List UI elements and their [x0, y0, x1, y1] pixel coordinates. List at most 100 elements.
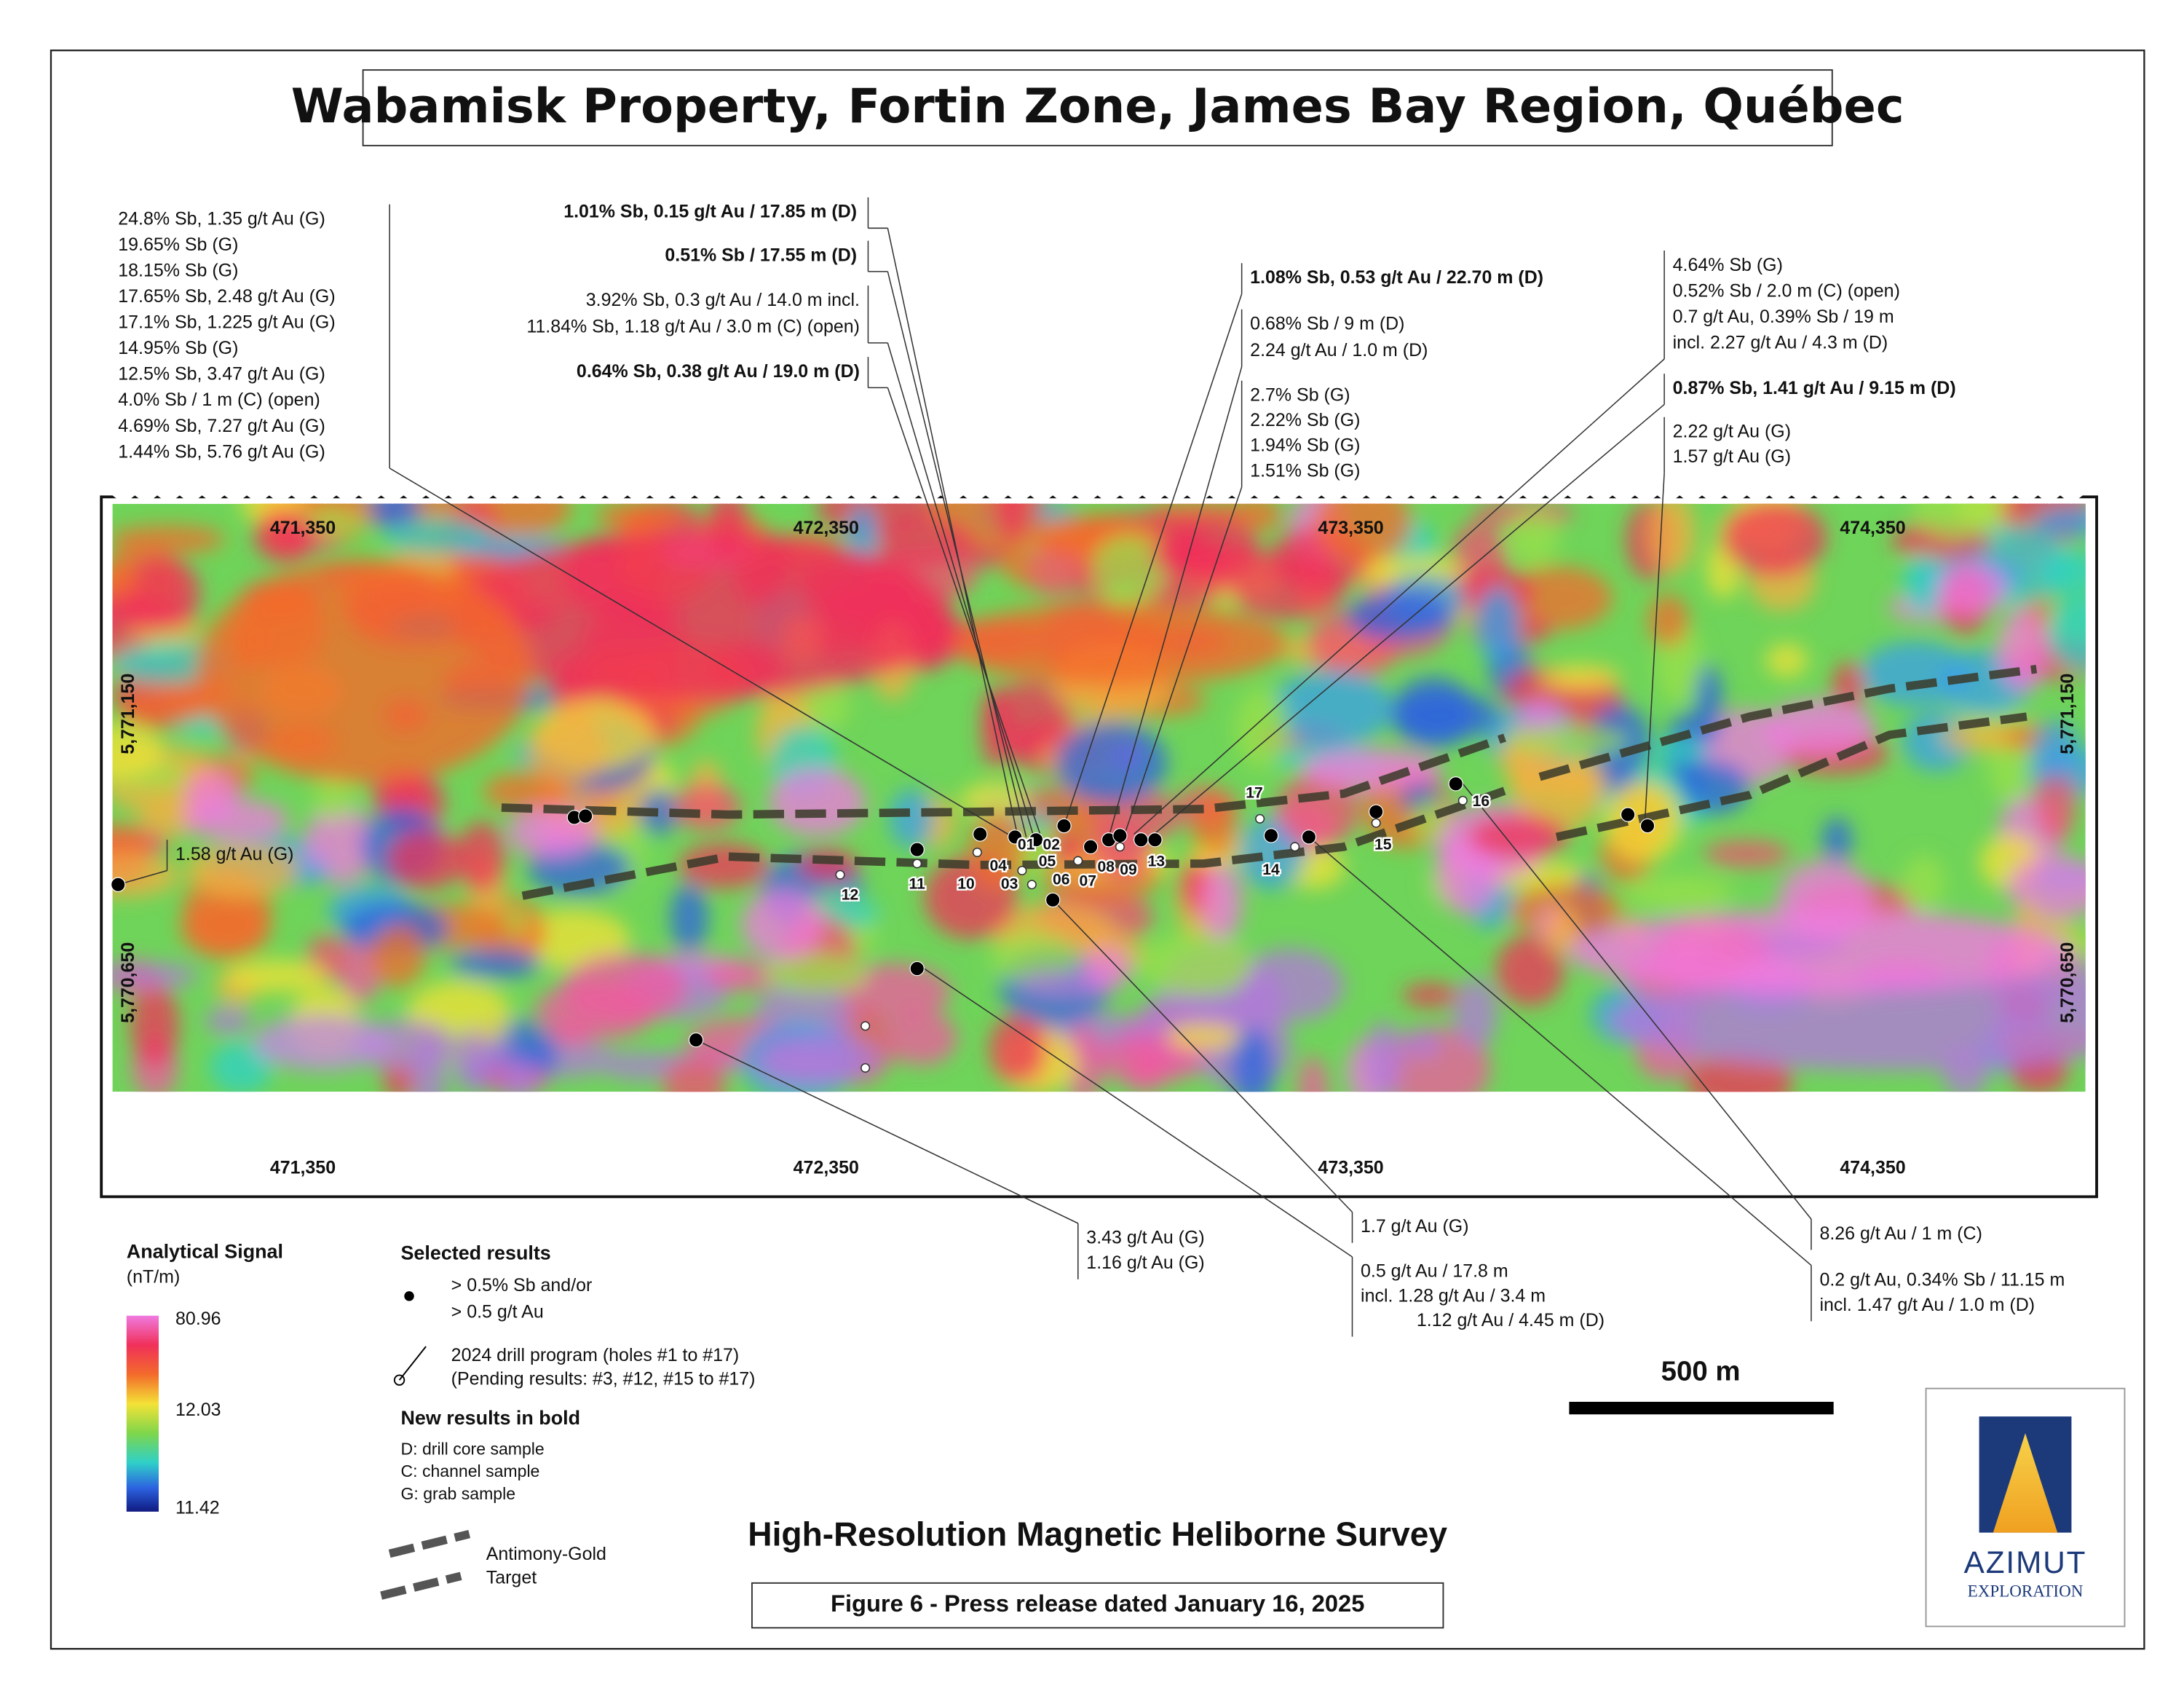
annotation-text: 4.69% Sb, 7.27 g/t Au (G) [118, 416, 325, 436]
anomaly [527, 711, 607, 785]
sample-dot [909, 842, 925, 857]
collar [1115, 842, 1125, 852]
leader [118, 869, 167, 886]
caption: Figure 6 - Press release dated January 1… [831, 1590, 1364, 1617]
sample-dot [1639, 818, 1655, 834]
sample-dot [1620, 807, 1636, 822]
sample-dot [578, 808, 593, 824]
anomaly [1610, 972, 2086, 1071]
sample-dot [1028, 832, 1044, 848]
anomaly [1902, 553, 1944, 615]
anomaly [1270, 670, 1393, 746]
logo-triangle [1993, 1433, 2058, 1533]
leader [887, 387, 1044, 843]
leader [389, 468, 1009, 835]
annotation-text: 1.58 g/t Au (G) [175, 844, 293, 864]
northing-label: 5,771,150 [118, 674, 138, 754]
frame [50, 50, 2145, 1650]
anomaly [1401, 1029, 1444, 1060]
hole-label: 05 [1039, 853, 1056, 870]
anomaly [1505, 725, 1627, 756]
anomaly [1626, 875, 1734, 911]
leader [1133, 358, 1665, 835]
annotation-text: incl. 2.27 g/t Au / 4.3 m (D) [1673, 332, 1888, 352]
hole-label: 12 [842, 887, 859, 904]
anomaly [889, 789, 935, 849]
anomaly [252, 1014, 392, 1071]
hole-label: 02 [1043, 837, 1061, 853]
anomaly [741, 888, 824, 961]
anomalies [112, 503, 2086, 1092]
legend-text: 80.96 [175, 1309, 221, 1329]
legend-text: 12.03 [175, 1400, 221, 1420]
anomaly [1277, 772, 1358, 848]
annotation-text: 0.7 g/t Au, 0.39% Sb / 19 m [1673, 307, 1894, 327]
sample-dot [1056, 818, 1072, 834]
annotation-text: 4.0% Sb / 1 m (C) (open) [118, 390, 320, 410]
anomaly [1230, 1028, 1275, 1092]
anomaly [1912, 503, 2004, 539]
anomaly [1391, 691, 1501, 740]
sample-dot [1263, 828, 1279, 843]
anomaly [1230, 553, 1346, 620]
leader [1063, 293, 1243, 827]
collar [1255, 813, 1265, 824]
hole-label: 08 [1097, 859, 1115, 875]
anomaly [1412, 798, 1447, 840]
survey-title: High-Resolution Magnetic Heliborne Surve… [748, 1515, 1447, 1553]
sample-dot [1301, 829, 1317, 845]
legend-text: (nT/m) [127, 1266, 181, 1287]
anomaly [1082, 947, 1131, 990]
annotation-text: 1.01% Sb, 0.15 g/t Au / 17.85 m (D) [563, 202, 857, 222]
collar [1026, 880, 1037, 890]
sample-dot [1448, 776, 1463, 792]
annotation-text: 14.95% Sb (G) [118, 338, 238, 358]
legend-text: > 0.5 g/t Au [451, 1301, 544, 1322]
annotation-text: 3.43 g/t Au (G) [1086, 1228, 1204, 1248]
anomaly [1139, 933, 1254, 997]
anomaly [459, 821, 505, 893]
easting-label: 472,350 [794, 1158, 859, 1178]
target-line [1555, 712, 2027, 842]
anomaly [997, 503, 1026, 542]
legend-drill [398, 1346, 427, 1381]
anomaly [2032, 719, 2081, 781]
anomaly [1765, 643, 1808, 678]
collar [1073, 856, 1083, 866]
anomaly [672, 784, 741, 830]
anomaly [130, 983, 179, 1067]
target-line [1538, 665, 2038, 781]
anomaly [1567, 910, 2072, 994]
anomaly [705, 961, 786, 992]
anomaly [1763, 700, 1876, 756]
hole-label: 10 [957, 875, 975, 892]
anomaly [1704, 840, 1790, 867]
leader [695, 1039, 1079, 1224]
annotation-text: 1.57 g/t Au (G) [1673, 446, 1791, 467]
annotation-text: 2.24 g/t Au / 1.0 m (D) [1250, 340, 1428, 360]
anomaly [989, 1014, 1045, 1084]
hole-label: 11 [909, 875, 926, 892]
anomaly [1495, 934, 1564, 1006]
anomaly [951, 602, 1289, 686]
map-edge [112, 1092, 2086, 1103]
anomaly [875, 518, 973, 567]
legend-text: D: drill core sample [401, 1439, 545, 1458]
logo-name: AZIMUT [1964, 1545, 2087, 1579]
collar [835, 869, 845, 880]
anomaly [1508, 510, 1559, 565]
legend-text: G: grab sample [401, 1484, 516, 1503]
scale-label: 500 m [1661, 1356, 1741, 1387]
legend-text: > 0.5% Sb and/or [451, 1275, 593, 1295]
annotation-text: 2.22 g/t Au (G) [1673, 422, 1791, 442]
sample-dot [909, 961, 925, 977]
legend-collar [393, 1374, 405, 1386]
leader [923, 968, 1353, 1258]
collar [1457, 795, 1468, 805]
anomaly [1402, 983, 1459, 1007]
hole-label: 03 [1001, 875, 1018, 892]
anomaly [448, 532, 952, 701]
anomaly [1475, 585, 1521, 663]
anomaly [638, 788, 680, 835]
anomaly [112, 962, 198, 989]
